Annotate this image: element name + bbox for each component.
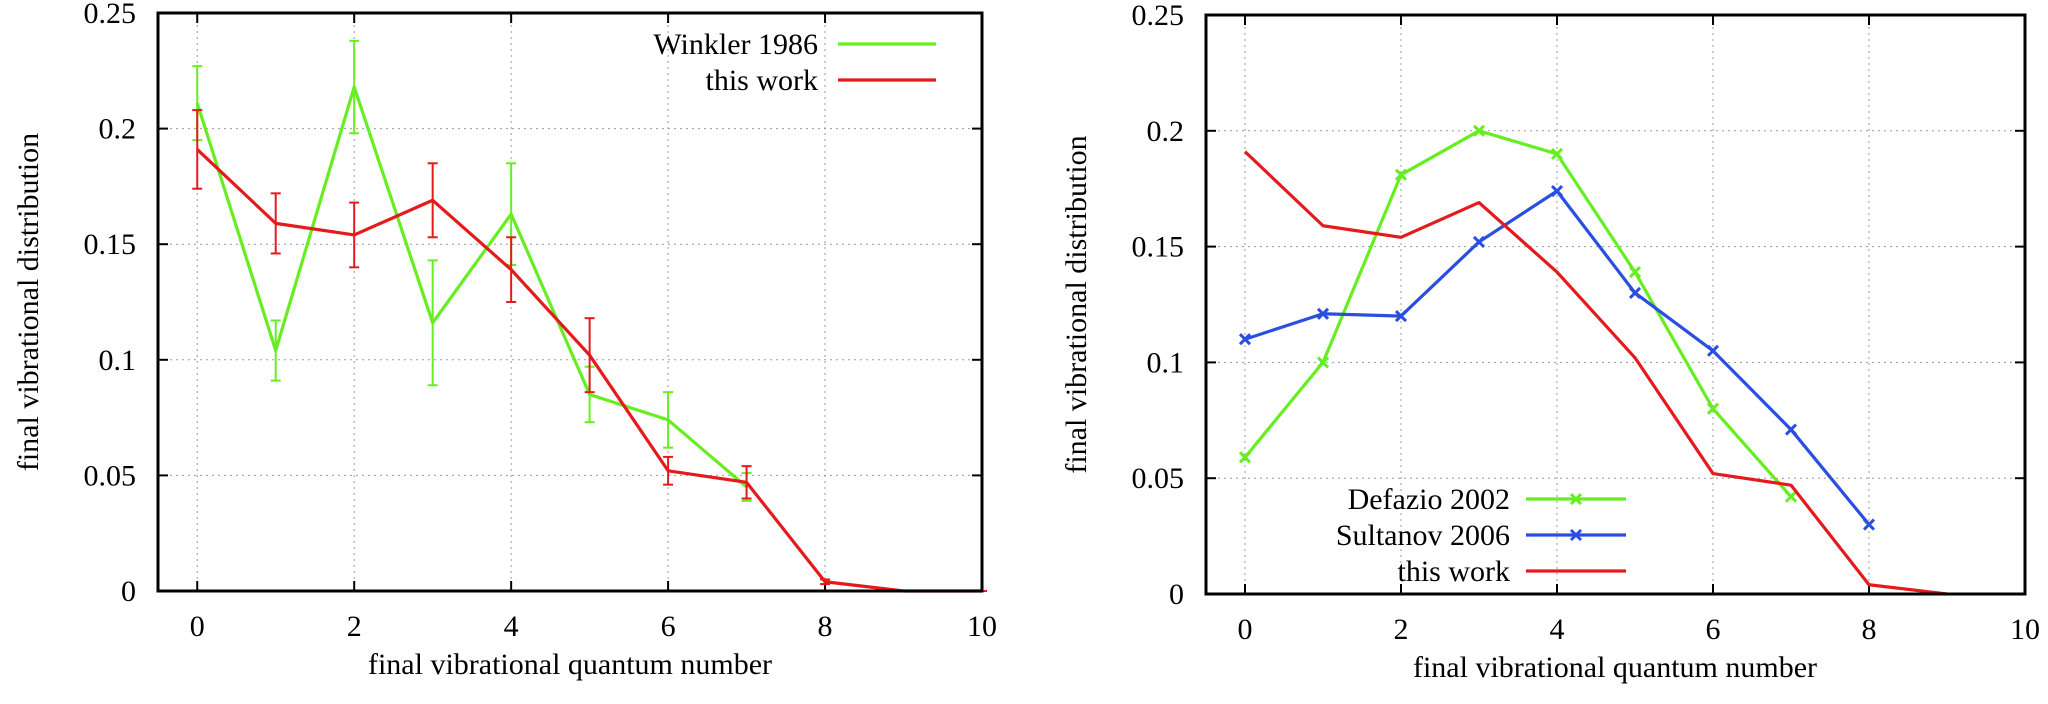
y-tick-label: 0.15 (84, 228, 137, 261)
y-tick-label: 0.05 (84, 459, 137, 492)
legend-label: Sultanov 2006 (1336, 519, 1510, 552)
data-point (1628, 286, 1642, 299)
plot-frame (1204, 13, 2027, 596)
series-defazio-2002 (1238, 124, 1798, 503)
data-point (1316, 307, 1330, 320)
data-point-stroke (1628, 286, 1642, 299)
data-point-stroke (1238, 333, 1252, 346)
data-point-stroke (1472, 124, 1486, 137)
x-tick-label: 0 (1238, 613, 1253, 646)
legend-label: this work (1398, 555, 1511, 588)
y-tick-label: 0.1 (1147, 346, 1185, 379)
y-tick-label: 0.2 (99, 113, 137, 146)
series-line (1243, 129, 1793, 498)
y-tick-label: 0.1 (99, 344, 137, 377)
legend-label: this work (706, 64, 819, 97)
data-point-stroke (1628, 266, 1642, 279)
data-point-stroke (1394, 168, 1408, 181)
series-winkler-1986 (192, 39, 752, 502)
x-tick-label: 6 (661, 610, 676, 643)
data-point (1238, 333, 1252, 346)
y-tick-label: 0 (121, 575, 136, 608)
data-point (1472, 124, 1486, 137)
x-tick-label: 4 (504, 610, 519, 643)
data-point (1394, 310, 1408, 323)
series-sultanov-2006 (1238, 184, 1876, 531)
chart-panel-left: 0 2 4 6 8 10 0 0.05 0.1 0.15 0.2 0.25 final vibratio… (12, 0, 997, 681)
legend-label: Winkler 1986 (653, 28, 818, 61)
data-point (1706, 344, 1720, 357)
x-tick-label: 2 (347, 610, 362, 643)
data-point (1784, 423, 1798, 436)
series-line (1243, 150, 1948, 596)
x-tick-label: 8 (818, 610, 833, 643)
series-this-work (1243, 150, 1948, 596)
x-tick-label: 0 (190, 610, 205, 643)
x-tick-label: 6 (1706, 613, 1721, 646)
data-point (1550, 184, 1564, 198)
data-point (1472, 235, 1486, 249)
data-point-stroke (1706, 344, 1720, 357)
y-tick-label: 0 (1169, 578, 1184, 611)
x-tick-label: 10 (2010, 613, 2040, 646)
data-point (1394, 168, 1408, 181)
x-tick-label: 8 (1862, 613, 1877, 646)
legend-marker (1569, 492, 1583, 506)
data-point (1238, 451, 1252, 464)
data-point (1862, 518, 1876, 531)
series-this-work (192, 109, 987, 593)
legend-label: Defazio 2002 (1348, 483, 1510, 516)
legend-marker (1569, 528, 1583, 542)
data-point-stroke (1784, 490, 1798, 503)
data-point (1784, 490, 1798, 503)
data-point (1550, 147, 1564, 161)
data-point-stroke (1862, 518, 1876, 531)
data-point-stroke (1784, 423, 1798, 436)
y-tick-label: 0.05 (1132, 462, 1185, 495)
data-point (1316, 356, 1330, 369)
data-point-stroke (1238, 451, 1252, 464)
x-tick-label: 10 (967, 610, 997, 643)
y-axis-title: final vibrational distribution (1060, 135, 1093, 473)
data-point-stroke (1706, 402, 1720, 415)
data-point-stroke (1394, 310, 1408, 323)
data-point-stroke (1550, 184, 1564, 198)
x-tick-label: 2 (1394, 613, 1409, 646)
y-tick-label: 0.15 (1132, 231, 1185, 264)
series-line (195, 85, 748, 489)
data-point (1706, 402, 1720, 415)
y-axis-title: final vibrational distribution (12, 133, 45, 471)
data-point-stroke (1316, 356, 1330, 369)
data-point-stroke (1550, 147, 1564, 161)
data-point (1628, 266, 1642, 279)
data-point-stroke (1316, 307, 1330, 320)
y-tick-label: 0.25 (84, 0, 137, 30)
x-axis-title: final vibrational quantum number (368, 648, 772, 681)
x-tick-label: 4 (1550, 613, 1565, 646)
y-tick-label: 0.25 (1132, 0, 1185, 32)
y-tick-label: 0.2 (1147, 115, 1185, 148)
x-axis-title: final vibrational quantum number (1413, 651, 1817, 684)
chart-panel-right: 0 2 4 6 8 10 0 0.05 0.1 0.15 0.2 0.25 final vibratio… (1060, 0, 2040, 684)
data-point-stroke (1472, 235, 1486, 249)
plot-frame (156, 11, 984, 593)
